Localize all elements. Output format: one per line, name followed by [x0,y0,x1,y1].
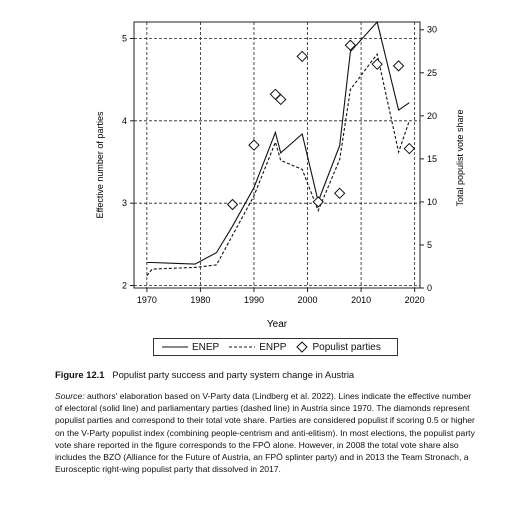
y-tick-label-right: 15 [427,154,437,164]
x-tick-label: 1980 [190,295,210,305]
populist-diamond-point [275,93,287,106]
legend-label-enep: ENEP [192,341,220,353]
x-tick-label: 2010 [351,295,371,305]
populist-diamond-point [296,50,308,63]
x-axis-label: Year [267,319,288,330]
source-note: Source: authors' elaboration based on V-… [55,390,475,475]
y-tick-label-right: 0 [427,283,432,293]
y-axis-label-right: Total populist vote share [455,109,465,206]
x-tick-label: 1970 [137,295,157,305]
populist-diamond-point [248,139,260,151]
diamond-icon [296,341,309,353]
plot-frame [133,21,421,289]
axis-ticks: 1970 1980 1990 2000 2010 2020 2 3 4 5 0 5 10 15 20 25 30 [122,25,437,305]
y-tick-label-right: 10 [427,197,437,207]
series-layer [146,20,415,276]
enpp-series-line [146,52,410,276]
chart-legend: ENEP ENPP Populist parties [153,338,398,356]
y-tick-label-right: 30 [427,25,437,35]
figure-title: Populist party success and party system … [112,369,355,380]
y-tick-label-left: 4 [122,116,127,126]
populist-diamond-point [312,196,324,208]
figure-caption: Figure 12.1 Populist party success and p… [55,369,475,380]
populist-diamond-point [333,187,346,200]
populist-diamond-point [403,142,415,155]
legend-item-enpp: ENPP [229,342,286,353]
x-tick-label: 1990 [244,295,264,305]
x-tick-label: 2000 [298,295,318,305]
populist-diamond-point [344,39,357,51]
y-tick-label-left: 2 [122,281,127,291]
y-tick-label-right: 5 [427,240,432,250]
y-tick-label-left: 5 [122,33,127,43]
y-tick-label-right: 20 [427,111,437,121]
source-label: Source: [55,391,85,401]
legend-label-enpp: ENPP [259,341,287,353]
source-text: authors' elaboration based on V-Party da… [55,391,475,475]
figure-number: Figure 12.1 [55,369,105,380]
enep-series-line [146,20,410,265]
y-tick-label-left: 3 [122,198,127,208]
populist-diamond-point [226,198,239,211]
y-tick-label-right: 25 [427,68,437,78]
chart: 1970 1980 1990 2000 2010 2020 2 3 4 5 0 5 10 15 20 25 30… [95,20,465,330]
y-axis-label-left: Effective number of parties [95,111,105,218]
x-tick-label: 2020 [405,295,425,305]
populist-diamond-point [392,60,405,72]
populist-diamond-point [371,58,383,70]
solid-line-swatch [162,346,188,348]
legend-label-populist: Populist parties [312,341,381,353]
dashed-line-swatch [229,346,256,348]
legend-item-populist: Populist parties [296,341,381,353]
legend-item-enep: ENEP [162,342,219,353]
